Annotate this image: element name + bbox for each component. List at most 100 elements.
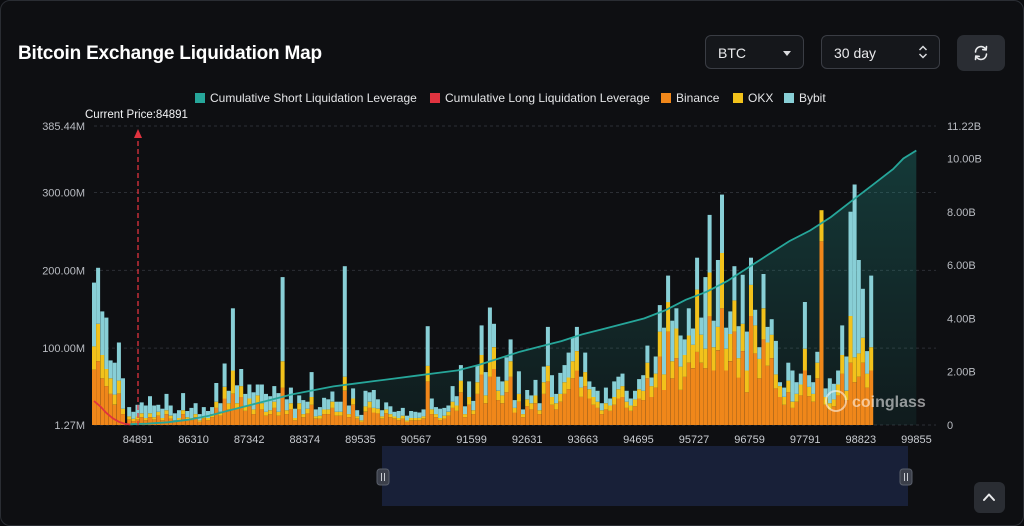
bar-segment-binance [603, 409, 608, 425]
bar-segment-bybit [160, 408, 165, 418]
bar-segment-okx [707, 272, 712, 317]
bar-segment-binance [400, 418, 405, 425]
bar-segment-okx [662, 374, 666, 390]
x-tick-label: 99855 [901, 434, 932, 446]
bar-segment-bybit [116, 342, 121, 381]
bar-segment-bybit [479, 325, 484, 355]
bar-segment-bybit [168, 405, 173, 416]
y-tick-label-right: 0 [947, 420, 953, 432]
bar-segment-bybit [388, 406, 393, 415]
bar-segment-binance [831, 406, 836, 425]
bar-segment-binance [541, 393, 546, 425]
bar-segment-okx [467, 397, 472, 405]
bar-segment-binance [388, 417, 393, 425]
legend-item-okx[interactable]: OKX [733, 91, 773, 105]
bar-segment-bybit [438, 408, 443, 418]
bar-segment-bybit [301, 400, 306, 415]
bar-segment-bybit [371, 390, 376, 408]
legend-item-binance[interactable]: Binance [661, 91, 719, 105]
bar-segment-binance [844, 400, 849, 425]
bar-segment-bybit [434, 407, 438, 415]
bar-segment-okx [127, 416, 132, 420]
bar-segment-okx [400, 415, 405, 419]
bar-segment-bybit [172, 413, 177, 421]
bar-segment-binance [409, 420, 414, 425]
legend-swatch [430, 93, 440, 103]
bar-segment-binance [691, 368, 695, 425]
bar-segment-binance [251, 414, 256, 425]
legend-item-bybit[interactable]: Bybit [784, 91, 826, 105]
bar-segment-okx [268, 410, 273, 415]
bar-segment-bybit [744, 331, 749, 371]
legend-swatch [195, 93, 205, 103]
bar-segment-bybit [363, 390, 368, 407]
y-tick-label-left: 200.00M [42, 265, 85, 277]
bar-segment-bybit [143, 405, 148, 418]
bar-segment-binance [492, 369, 496, 425]
bar-segment-bybit [666, 275, 671, 303]
bar-segment-binance [177, 420, 181, 425]
bar-segment-okx [587, 389, 592, 399]
bar-segment-okx [869, 347, 874, 371]
bar-segment-bybit [533, 379, 538, 396]
bar-segment-binance [662, 390, 666, 425]
bar-segment-bybit [678, 335, 683, 367]
bar-segment-binance [815, 378, 820, 425]
bar-segment-okx [686, 335, 691, 363]
bar-segment-okx [367, 401, 372, 408]
bar-segment-okx [446, 411, 451, 416]
coin-select[interactable]: BTC [705, 35, 804, 69]
bar-segment-okx [421, 416, 426, 419]
bar-segment-bybit [355, 410, 360, 417]
bar-segment-okx [218, 411, 223, 416]
zoom-slider[interactable] [376, 446, 913, 506]
bar-segment-okx [720, 253, 724, 309]
bar-segment-bybit [280, 277, 285, 362]
bar-segment-binance [268, 414, 273, 425]
bar-segment-okx [765, 342, 770, 366]
bar-segment-bybit [189, 407, 194, 418]
bar-segment-okx [375, 408, 380, 414]
bar-segment-binance [467, 404, 472, 425]
bar-segment-binance [570, 378, 575, 425]
bar-segment-bybit [367, 392, 372, 402]
legend-item-long[interactable]: Cumulative Long Liquidation Leverage [430, 91, 650, 105]
bar-segment-binance [620, 397, 625, 425]
legend-item-short[interactable]: Cumulative Short Liquidation Leverage [195, 91, 417, 105]
bar-segment-okx [554, 403, 559, 410]
bar-segment-okx [794, 393, 799, 402]
bar-segment-binance [633, 406, 637, 425]
bar-segment-binance [529, 409, 534, 425]
bar-segment-bybit [599, 403, 604, 411]
bar-segment-binance [533, 403, 538, 425]
bar-segment-binance [550, 404, 554, 425]
bar-segment-okx [112, 394, 117, 405]
bar-segment-binance [711, 370, 716, 425]
bar-segment-bybit [856, 260, 861, 354]
bar-segment-bybit [612, 381, 617, 397]
period-select[interactable]: 30 day [821, 35, 940, 69]
refresh-button[interactable] [957, 35, 1005, 71]
bar-segment-binance [674, 358, 679, 425]
bar-segment-bybit [313, 409, 318, 417]
bar-segment-bybit [595, 390, 600, 402]
bar-segment-bybit [293, 408, 297, 418]
scroll-top-button[interactable] [974, 482, 1005, 513]
bar-segment-binance [139, 417, 144, 425]
bar-segment-okx [355, 416, 360, 419]
bar-segment-bybit [566, 352, 571, 378]
bar-segment-binance [860, 362, 865, 425]
bar-segment-binance [724, 370, 729, 425]
bar-segment-okx [243, 405, 248, 411]
bar-segment-okx [305, 408, 310, 414]
bar-segment-okx [338, 411, 343, 416]
bar-segment-binance [100, 378, 105, 425]
bar-segment-okx [736, 358, 741, 378]
bar-segment-bybit [268, 396, 273, 411]
bar-segment-okx [156, 411, 161, 416]
bar-segment-okx [529, 403, 534, 410]
bar-segment-okx [388, 414, 393, 418]
bar-segment-binance [384, 413, 389, 425]
bar-segment-okx [579, 387, 584, 397]
bar-segment-bybit [695, 257, 700, 290]
